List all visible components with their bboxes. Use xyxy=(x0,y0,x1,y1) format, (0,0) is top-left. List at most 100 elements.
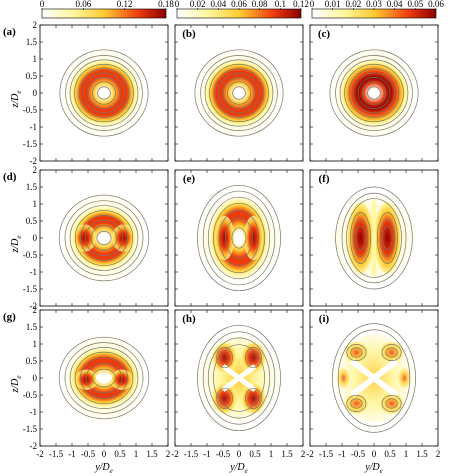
heatmap xyxy=(40,310,168,446)
y-tick-label: -1.5 xyxy=(23,139,38,149)
y-tick-label: 0 xyxy=(33,373,38,383)
x-tick-label: 2 xyxy=(301,449,306,459)
x-tick-label: 0.5 xyxy=(384,449,396,459)
y-tick-label: -1 xyxy=(30,122,38,132)
y-tick-label: 1 xyxy=(33,54,38,64)
y-tick-label: -0.5 xyxy=(23,390,38,400)
panel-h: -2 -1.5 -1 -0.5 0 0.5 1 1.5 2 (h) y/De xyxy=(171,309,306,475)
x-tick-label: 0 xyxy=(372,449,377,459)
panel-label: (g) xyxy=(3,311,16,323)
y-axis-label: z/De xyxy=(10,375,23,393)
colorbar-tick-label: 0.05 xyxy=(407,0,423,9)
colorbar-tick-label: 0.08 xyxy=(252,0,268,9)
panel-label: (h) xyxy=(182,313,196,325)
panels: -2 -1.5 -1 -0.5 0 0.5 1 1.5 2 (a) z/De (b) (c) -2 -1.5… xyxy=(3,20,440,475)
heatmap xyxy=(175,310,303,446)
x-tick-label: 1 xyxy=(134,449,139,459)
colorbar-tick-label: 0.01 xyxy=(325,0,341,9)
x-tick-label: -1.5 xyxy=(319,449,334,459)
panel-label: (d) xyxy=(3,171,17,183)
panel-g: -2-2 -1.5 -1.5 -1 -1 -0.5 -0.5 0 0 0.5 0.5 1 1 1.5 1.5… xyxy=(3,305,170,475)
x-tick-label: 2 xyxy=(166,449,171,459)
y-tick-label: -2 xyxy=(30,301,38,311)
y-tick-label: 1.5 xyxy=(26,182,38,192)
y-tick-label: 2 xyxy=(33,305,38,315)
colorbar-3: 0 0.01 0.02 0.03 0.04 0.05 0.06 xyxy=(310,0,444,19)
colorbar-1: 0 0.06 0.12 0.18 xyxy=(40,0,174,19)
y-tick-label: 0.5 xyxy=(26,216,38,226)
x-tick-label: -1.5 xyxy=(184,449,199,459)
x-tick-label: 0.5 xyxy=(114,449,126,459)
x-axis-label: y/De xyxy=(229,462,248,475)
colorbar-bar xyxy=(41,8,167,19)
colorbar-tick-label: 0.12 xyxy=(117,0,133,9)
x-tick-label: -1 xyxy=(68,449,76,459)
heatmap xyxy=(40,170,168,306)
y-tick-label: 1 xyxy=(33,199,38,209)
x-tick-label: 1 xyxy=(269,449,274,459)
colorbar-bar xyxy=(176,8,302,19)
x-tick-label: 0 xyxy=(102,449,107,459)
x-tick-label: 1.5 xyxy=(146,449,158,459)
x-tick-label: -2 xyxy=(306,449,314,459)
colorbar-bar xyxy=(311,8,437,19)
y-tick-label: 2 xyxy=(33,20,38,30)
panel-f: (f) xyxy=(309,169,439,307)
x-tick-label: 0.5 xyxy=(249,449,261,459)
y-tick-label: 1 xyxy=(33,339,38,349)
panel-d: -2 -1.5 -1 -0.5 0 0.5 1 1.5 2 (d) z/De xyxy=(3,165,169,311)
x-tick-label: -1.5 xyxy=(49,449,64,459)
x-tick-label: -2 xyxy=(36,449,44,459)
y-tick-label: 1.5 xyxy=(26,37,38,47)
panel-label: (a) xyxy=(3,26,16,38)
x-tick-label: 1 xyxy=(404,449,409,459)
panel-label: (b) xyxy=(182,28,196,40)
colorbar-tick-label: 0.18 xyxy=(158,0,174,9)
y-axis-label: z/De xyxy=(10,235,23,253)
colorbar-2: 0 0.02 0.04 0.06 0.08 0.1 0.12 xyxy=(175,0,309,19)
panel-c: (c) xyxy=(309,24,439,162)
colorbar-tick-label: 0.03 xyxy=(366,0,382,9)
colorbar-tick-label: 0 xyxy=(175,0,180,9)
y-tick-label: 0.5 xyxy=(26,356,38,366)
panel-e: (e) xyxy=(174,169,304,307)
panel-label: (e) xyxy=(183,173,196,185)
y-tick-label: -2 xyxy=(30,156,38,166)
heatmap xyxy=(40,25,168,161)
x-axis-label: y/De xyxy=(364,462,383,475)
colorbar-tick-label: 0.04 xyxy=(210,0,226,9)
x-tick-label: 0 xyxy=(237,449,242,459)
panel-i: -2 -1.5 -1 -0.5 0 0.5 1 1.5 2 (i) y/De xyxy=(306,309,441,475)
heatmap xyxy=(310,25,438,161)
x-tick-label: 1.5 xyxy=(281,449,293,459)
panel-label: (i) xyxy=(319,313,330,325)
colorbar-tick-label: 0.06 xyxy=(428,0,444,9)
y-tick-label: -0.5 xyxy=(23,250,38,260)
panel-label: (c) xyxy=(318,28,331,40)
colorbar-tick-label: 0 xyxy=(310,0,315,9)
x-tick-label: -2 xyxy=(171,449,179,459)
colorbar-tick-label: 0.04 xyxy=(387,0,403,9)
x-tick-label: 2 xyxy=(436,449,441,459)
colorbar-tick-label: 0 xyxy=(40,0,45,9)
heatmap xyxy=(310,170,438,306)
y-tick-label: 0.5 xyxy=(26,71,38,81)
y-tick-label: -1 xyxy=(30,267,38,277)
y-tick-label: -1.5 xyxy=(23,424,38,434)
y-tick-label: 0 xyxy=(33,88,38,98)
y-tick-label: -1 xyxy=(30,407,38,417)
colorbar-tick-label: 0.1 xyxy=(275,0,286,9)
x-tick-label: -0.5 xyxy=(351,449,366,459)
y-tick-label: 2 xyxy=(33,165,38,175)
y-tick-label: -0.5 xyxy=(23,105,38,115)
colorbar-tick-label: 0.06 xyxy=(231,0,247,9)
colorbar-tick-label: 0.02 xyxy=(345,0,361,9)
x-tick-label: -1 xyxy=(203,449,211,459)
heatmap xyxy=(175,170,303,306)
colorbar-tick-label: 0.02 xyxy=(190,0,206,9)
y-tick-label: 1.5 xyxy=(26,322,38,332)
y-tick-label: 0 xyxy=(33,233,38,243)
x-tick-label: -0.5 xyxy=(216,449,231,459)
x-tick-label: 1.5 xyxy=(416,449,428,459)
